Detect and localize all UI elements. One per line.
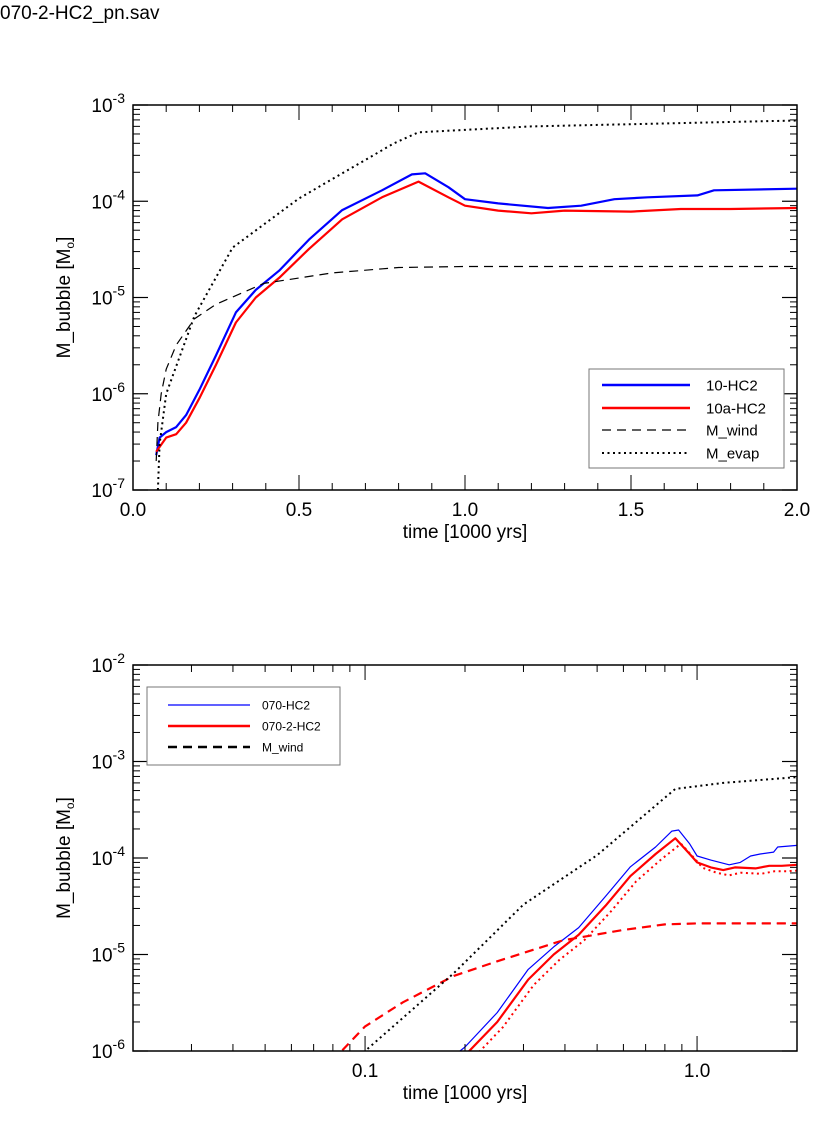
x-tick-label: 1.0 <box>452 500 478 521</box>
legend-label: 10-HC2 <box>706 377 758 394</box>
y-tick-exponent: -6 <box>113 379 126 395</box>
series-line-10-hc2 <box>155 172 797 456</box>
y-tick-exponent: -2 <box>113 650 126 666</box>
y-axis-label-main: M_bubble [M <box>54 249 75 359</box>
legend-label: 10a-HC2 <box>706 400 766 417</box>
y-tick-exponent: -6 <box>113 1036 126 1052</box>
legend-label: 070-2-HC2 <box>262 719 321 733</box>
y-axis-label-subscript: o <box>63 802 77 809</box>
series-line-m-evap <box>156 119 797 490</box>
y-tick-base: 10 <box>91 849 112 870</box>
y-tick-base: 10 <box>91 385 112 406</box>
x-tick-label: 0.5 <box>286 500 312 521</box>
y-tick-label: 10-5 <box>91 283 125 310</box>
series-line-070-hc2 <box>458 829 797 1051</box>
x-tick-label: 1.5 <box>618 500 644 521</box>
y-tick-label: 10-3 <box>91 90 125 117</box>
y-tick-exponent: -5 <box>113 283 126 299</box>
y-tick-base: 10 <box>91 481 112 502</box>
y-tick-exponent: -3 <box>113 747 126 763</box>
y-tick-label: 10-6 <box>91 1036 125 1063</box>
y-tick-base: 10 <box>91 96 112 117</box>
series-line-070-2-hc2 <box>467 837 797 1051</box>
legend: 070-HC2 070-2-HC2 M_wind <box>146 686 341 766</box>
y-tick-exponent: -3 <box>113 90 126 106</box>
y-axis-label-end: ] <box>54 797 75 802</box>
y-tick-label: 10-2 <box>91 650 125 677</box>
y-tick-base: 10 <box>91 192 112 213</box>
legend: 10-HC2 10a-HC2 M_wind M_evap <box>588 368 785 469</box>
legend-label: M_wind <box>706 422 758 439</box>
series-line-m-wind <box>155 265 797 462</box>
y-axis-label-subscript: o <box>63 242 77 249</box>
y-axis-label: M_bubble [Mo] <box>54 797 77 919</box>
y-axis-label-end: ] <box>54 237 75 242</box>
y-tick-label: 10-7 <box>91 475 125 502</box>
y-tick-base: 10 <box>91 1042 112 1063</box>
legend-label: M_wind <box>262 740 303 754</box>
y-tick-label: 10-6 <box>91 379 125 406</box>
x-axis-label: time [1000 yrs] <box>403 1083 528 1104</box>
legend-label: 070-HC2 <box>262 698 310 712</box>
y-tick-exponent: -4 <box>113 186 126 202</box>
y-tick-base: 10 <box>91 753 112 774</box>
y-tick-label: 10-4 <box>91 843 125 870</box>
y-tick-exponent: -5 <box>113 940 126 956</box>
y-tick-base: 10 <box>91 946 112 967</box>
series-line-red-dotted <box>478 842 797 1051</box>
series-line-m-wind <box>340 922 797 1051</box>
y-tick-base: 10 <box>91 656 112 677</box>
y-axis-label-main: M_bubble [M <box>54 809 75 919</box>
y-tick-label: 10-3 <box>91 747 125 774</box>
series-line-10a-hc2 <box>155 180 797 453</box>
y-tick-label: 10-5 <box>91 940 125 967</box>
y-tick-base: 10 <box>91 289 112 310</box>
y-tick-exponent: -7 <box>113 475 126 491</box>
file-label: 070-2-HC2_pn.sav <box>0 3 160 24</box>
legend-label: M_evap <box>706 445 759 462</box>
x-tick-label: 2.0 <box>784 500 810 521</box>
series-group <box>155 119 797 490</box>
y-axis-label: M_bubble [Mo] <box>54 237 77 359</box>
x-tick-label: 0.1 <box>352 1061 378 1082</box>
y-tick-exponent: -4 <box>113 843 126 859</box>
x-tick-label: 1.0 <box>684 1061 710 1082</box>
x-axis-label: time [1000 yrs] <box>403 522 528 543</box>
chart-1: 10-710-610-510-410-30.0 0.5 1.0 1.5 2.0time … <box>54 90 810 543</box>
y-tick-label: 10-4 <box>91 186 125 213</box>
series-group <box>340 776 797 1051</box>
x-tick-label: 0.0 <box>120 500 146 521</box>
